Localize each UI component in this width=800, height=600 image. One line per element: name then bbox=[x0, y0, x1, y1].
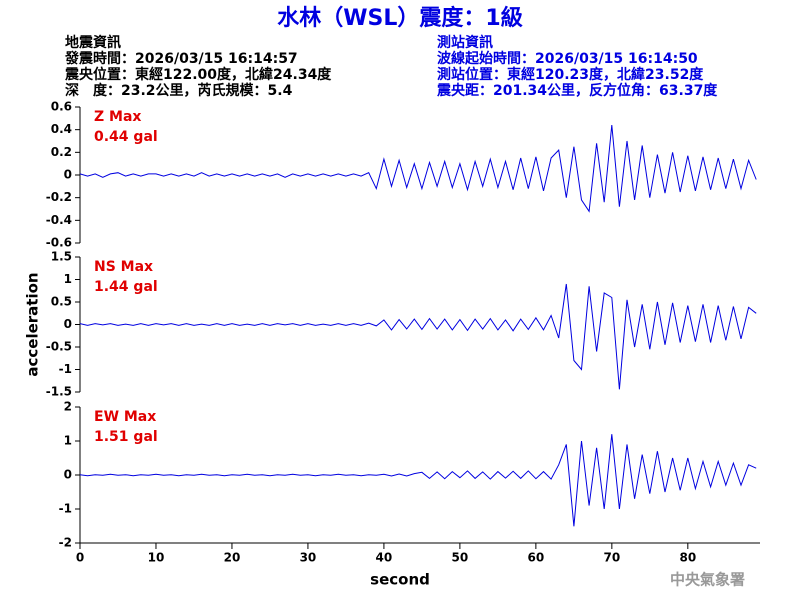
max-annotation: 0.44 gal bbox=[94, 129, 158, 145]
waveform bbox=[79, 125, 757, 213]
header-right: 波線起始時間：2026/03/15 16:14:50 bbox=[437, 50, 698, 67]
x-tick-label: 50 bbox=[452, 551, 469, 565]
y-tick-label: 1 bbox=[64, 434, 72, 448]
y-tick-label: 1.5 bbox=[51, 250, 72, 264]
x-tick-label: 60 bbox=[528, 551, 545, 565]
max-annotation: 1.44 gal bbox=[94, 279, 158, 295]
x-tick-label: 40 bbox=[376, 551, 393, 565]
y-tick-label: 2 bbox=[64, 400, 72, 414]
y-tick-label: 0.4 bbox=[51, 122, 72, 136]
header-right: 震央距：201.34公里，反方位角：63.37度 bbox=[436, 82, 718, 99]
max-annotation: Z Max bbox=[94, 109, 141, 125]
y-tick-label: -0.4 bbox=[46, 213, 72, 227]
y-tick-label: -0.6 bbox=[46, 236, 72, 250]
header-left: 地震資訊 bbox=[65, 34, 121, 51]
x-tick-label: 70 bbox=[603, 551, 620, 565]
y-tick-label: 0.2 bbox=[51, 145, 72, 159]
x-tick-label: 80 bbox=[679, 551, 696, 565]
y-tick-label: -1 bbox=[59, 502, 72, 516]
x-axis-label: second bbox=[370, 571, 430, 589]
waveform bbox=[79, 283, 757, 390]
header-left: 震央位置：東經122.00度，北緯24.34度 bbox=[64, 66, 332, 83]
y-tick-label: -2 bbox=[59, 536, 72, 550]
waveform bbox=[79, 434, 757, 527]
max-annotation: EW Max bbox=[94, 409, 156, 425]
header-right: 測站資訊 bbox=[437, 34, 493, 51]
y-tick-label: 0.5 bbox=[51, 295, 72, 309]
x-tick-label: 0 bbox=[76, 551, 84, 565]
y-tick-label: 0 bbox=[64, 468, 72, 482]
y-tick-label: 1 bbox=[64, 272, 72, 286]
header-right: 測站位置：東經120.23度，北緯23.52度 bbox=[437, 66, 704, 83]
y-tick-label: 0 bbox=[64, 317, 72, 331]
header-left: 發震時間：2026/03/15 16:14:57 bbox=[64, 50, 298, 67]
x-tick-label: 20 bbox=[224, 551, 241, 565]
y-tick-label: -1 bbox=[59, 362, 72, 376]
y-tick-label: -0.5 bbox=[46, 340, 72, 354]
header-left: 深 度：23.2公里，芮氏規模：5.4 bbox=[65, 82, 293, 99]
max-annotation: NS Max bbox=[94, 259, 153, 275]
y-axis-label: acceleration bbox=[24, 272, 42, 376]
y-tick-label: 0.6 bbox=[51, 100, 72, 114]
y-tick-label: -0.2 bbox=[46, 190, 72, 204]
chart-title: 水林（WSL）震度：1級 bbox=[277, 5, 522, 31]
footer: 中央氣象署 bbox=[670, 571, 745, 589]
y-tick-label: -1.5 bbox=[46, 385, 72, 399]
x-tick-label: 10 bbox=[148, 551, 165, 565]
x-tick-label: 30 bbox=[300, 551, 317, 565]
max-annotation: 1.51 gal bbox=[94, 429, 158, 445]
y-tick-label: 0 bbox=[64, 168, 72, 182]
